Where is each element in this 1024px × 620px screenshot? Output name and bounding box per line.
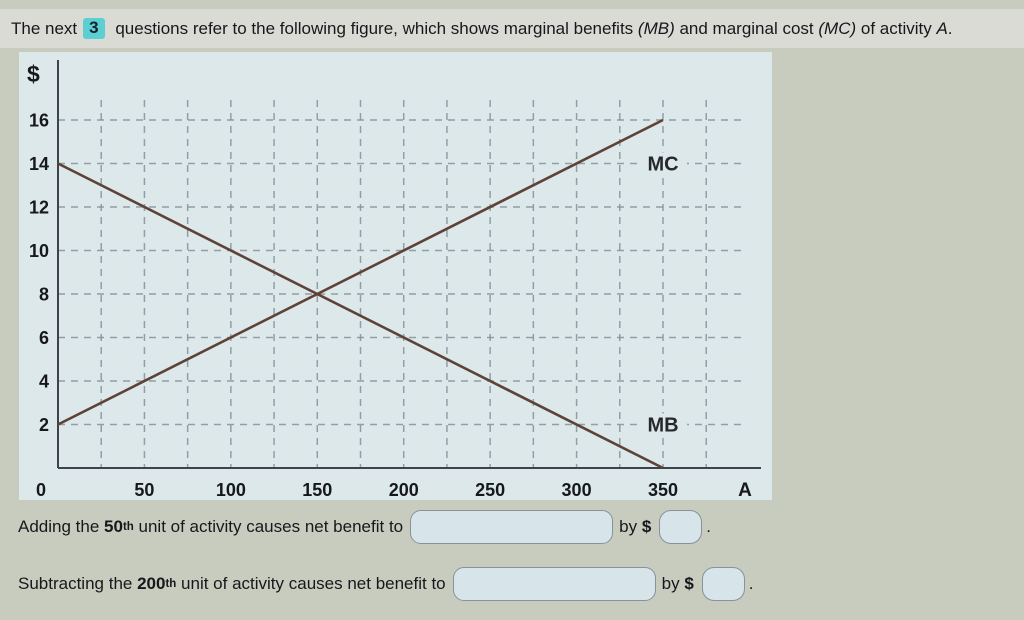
header-text-5: . [947, 18, 953, 38]
q1-amount-input[interactable] [659, 510, 703, 544]
q1-rest: unit of activity causes net benefit to [133, 517, 404, 536]
question-count-badge: 3 [83, 18, 105, 39]
chart-panel: MB MC 0 50 100 150 200 250 300 350 A 2 4 6 8 10 12 14 16 $ [19, 52, 772, 500]
y-tick-label: 8 [39, 285, 49, 305]
header-text-4: of activity [856, 18, 937, 38]
y-tick-label: 14 [29, 154, 49, 174]
x-tick-label: 300 [562, 480, 592, 500]
q1-net-benefit-direction-input[interactable] [410, 510, 614, 544]
x-tick-label: 50 [134, 480, 154, 500]
x-tick-label: 100 [216, 480, 246, 500]
header-text-3: and marginal cost [674, 18, 819, 38]
mc-label-bg [639, 152, 688, 175]
question-header: The next 3 questions refer to the followi… [0, 9, 1024, 48]
header-text-1: The next [11, 18, 78, 38]
mb-label-bg [639, 413, 688, 436]
header-text-2: questions refer to the following figure,… [110, 18, 638, 38]
y-tick-label: 10 [29, 241, 49, 261]
q2-prefix: Subtracting the [18, 574, 138, 593]
mc-curve [57, 118, 664, 426]
q2-period: . [748, 574, 754, 593]
y-tick-label: 6 [39, 328, 49, 348]
x-axis-label: A [738, 480, 752, 500]
q1-by-label: by [619, 517, 642, 536]
y-axis-label: $ [27, 61, 40, 87]
q1-ordinal: 50 [104, 517, 123, 536]
y-tick-label: 2 [39, 415, 49, 435]
y-tick-label: 16 [29, 111, 49, 131]
q2-amount-input[interactable] [701, 567, 745, 601]
q2-by-label: by [661, 574, 685, 593]
x-tick-label: 250 [475, 480, 505, 500]
mb-mc-chart: MB MC 0 50 100 150 200 250 300 350 A 2 4 6 8 10 12 14 16 $ [27, 60, 761, 500]
mb-abbrev: (MB) [637, 18, 675, 38]
q2-dollar-sign: $ [684, 574, 694, 593]
mb-curve [57, 162, 664, 470]
mc-label: MC [647, 154, 678, 176]
q2-ordinal: 200 [137, 574, 166, 593]
q2-rest: unit of activity causes net benefit to [176, 574, 446, 593]
q1-dollar-sign: $ [641, 517, 652, 536]
q1-prefix: Adding the [18, 517, 105, 536]
activity-letter: A [936, 18, 948, 38]
x-tick-label: 200 [389, 480, 419, 500]
q1-period: . [706, 517, 712, 536]
mc-abbrev: (MC) [818, 18, 857, 38]
q2-net-benefit-direction-input[interactable] [452, 567, 656, 601]
x-tick-label: 0 [36, 480, 46, 500]
x-tick-label: 150 [302, 480, 332, 500]
y-tick-label: 12 [29, 198, 49, 218]
mb-label: MB [647, 415, 678, 437]
x-tick-label: 350 [648, 480, 678, 500]
y-tick-label: 4 [39, 372, 49, 392]
